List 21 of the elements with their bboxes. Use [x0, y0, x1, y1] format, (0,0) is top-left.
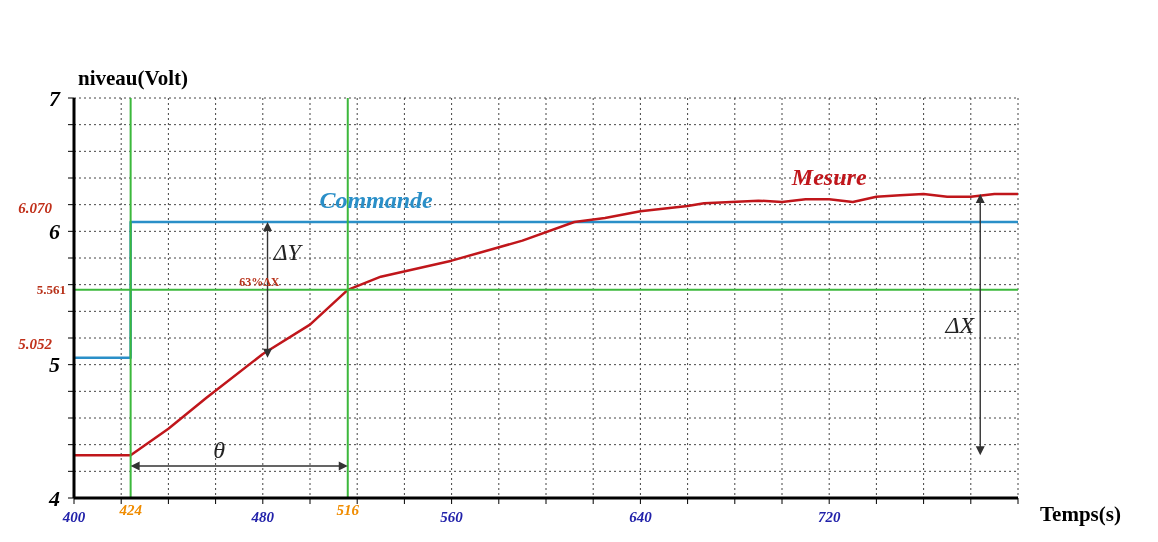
x-tick-label: 400	[61, 509, 86, 525]
annotation: θ	[213, 437, 226, 463]
y-tick-label: 6	[49, 218, 60, 244]
ref-line-label: 516	[336, 501, 360, 518]
x-tick-label: 480	[250, 509, 275, 525]
y-axis-title: niveau(Volt)	[78, 66, 189, 91]
annotation: ΔX	[944, 311, 976, 338]
series-label: Mesure	[790, 164, 867, 191]
y-tick-label: 4	[48, 485, 60, 511]
y-tick-label: 5	[49, 352, 60, 378]
ref-line-label: 424	[118, 501, 143, 518]
text: 6.070	[18, 200, 53, 216]
x-tick-label: 560	[440, 509, 464, 525]
ref-line-label: 5.561	[36, 282, 66, 298]
x-axis-title: Temps(s)	[1040, 502, 1121, 527]
annotation: ΔY	[272, 238, 304, 265]
x-tick-label: 720	[817, 509, 841, 525]
line-series	[74, 192, 1018, 457]
x-tick-label: 640	[629, 509, 653, 525]
text: 5.052	[18, 335, 53, 352]
y-tick-label: 7	[49, 85, 61, 111]
